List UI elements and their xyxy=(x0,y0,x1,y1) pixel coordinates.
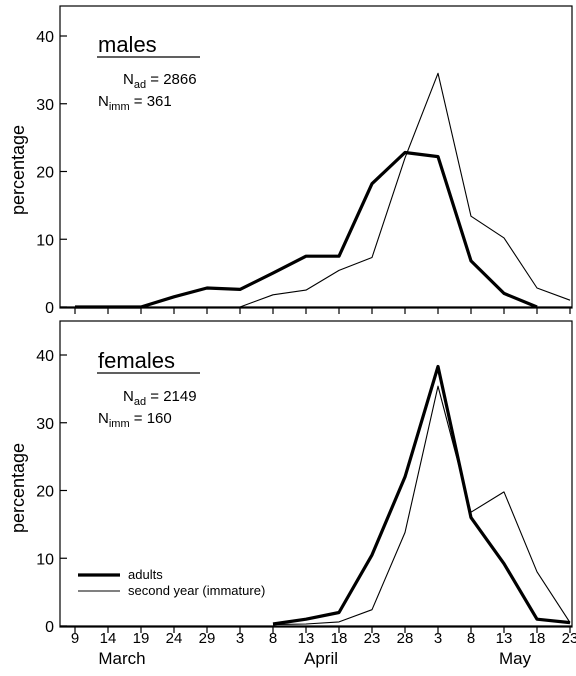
males-y-tick-label-10: 10 xyxy=(36,232,54,249)
females-n-immature: Nimm = 160 xyxy=(98,410,172,430)
month-label-april: April xyxy=(304,649,338,668)
x-tick-label: 8 xyxy=(269,630,277,647)
males-n-adults: Nad = 2866 xyxy=(123,71,197,91)
legend: adults second year (immature) xyxy=(78,567,265,598)
month-label-may: May xyxy=(499,649,532,668)
x-tick-label: 13 xyxy=(496,630,513,647)
males-panel-title: males xyxy=(98,32,157,57)
males-series xyxy=(75,72,571,309)
females-y-tick-label-20: 20 xyxy=(36,484,54,501)
females-y-tick-label-0: 0 xyxy=(45,619,54,636)
x-tick-label: 18 xyxy=(331,630,348,647)
x-tick-label: 3 xyxy=(434,630,442,647)
x-tick-label: 9 xyxy=(71,630,79,647)
females-y-axis-label: percentage xyxy=(8,443,28,533)
males-n-immature: Nimm = 361 xyxy=(98,93,172,113)
males-y-tick-label-20: 20 xyxy=(36,165,54,182)
x-tick-label: 14 xyxy=(100,630,117,647)
x-tick-label: 23 xyxy=(562,630,576,647)
x-tick-label: 3 xyxy=(236,630,244,647)
males-y-tick-label-0: 0 xyxy=(45,300,54,317)
females-x-ticks xyxy=(60,625,572,633)
males-y-tick-label-30: 30 xyxy=(36,97,54,114)
males-panel-frame xyxy=(59,5,573,309)
females-series xyxy=(272,364,571,626)
x-tick-label: 24 xyxy=(166,630,183,647)
females-y-axis: 0 10 20 30 40 xyxy=(36,348,67,636)
males-y-tick-label-40: 40 xyxy=(36,29,54,46)
females-series-adults-line xyxy=(272,364,571,626)
x-tick-label: 28 xyxy=(397,630,414,647)
females-series-immature-line xyxy=(272,385,571,626)
month-labels: March April May xyxy=(98,649,531,668)
x-tick-label: 19 xyxy=(133,630,150,647)
females-n-adults: Nad = 2149 xyxy=(123,388,197,408)
legend-adults-label: adults xyxy=(128,567,163,582)
month-label-march: March xyxy=(98,649,145,668)
x-tick-label: 13 xyxy=(298,630,315,647)
females-y-tick-label-40: 40 xyxy=(36,348,54,365)
x-tick-label: 8 xyxy=(467,630,475,647)
x-tick-label: 18 xyxy=(529,630,546,647)
x-tick-label: 23 xyxy=(364,630,381,647)
females-panel-title: females xyxy=(98,348,175,373)
x-tick-labels: 9 14 19 24 29 3 8 13 18 23 28 3 8 13 18 23 xyxy=(71,630,576,647)
males-y-axis-label: percentage xyxy=(8,125,28,215)
females-y-tick-label-10: 10 xyxy=(36,551,54,568)
females-panel-frame xyxy=(59,320,573,628)
males-series-adults-line xyxy=(75,150,538,309)
males-y-axis: 0 10 20 30 40 xyxy=(36,29,67,317)
females-y-tick-label-30: 30 xyxy=(36,416,54,433)
legend-immature-label: second year (immature) xyxy=(128,583,265,598)
males-series-immature-line xyxy=(239,72,571,308)
x-tick-label: 29 xyxy=(199,630,216,647)
